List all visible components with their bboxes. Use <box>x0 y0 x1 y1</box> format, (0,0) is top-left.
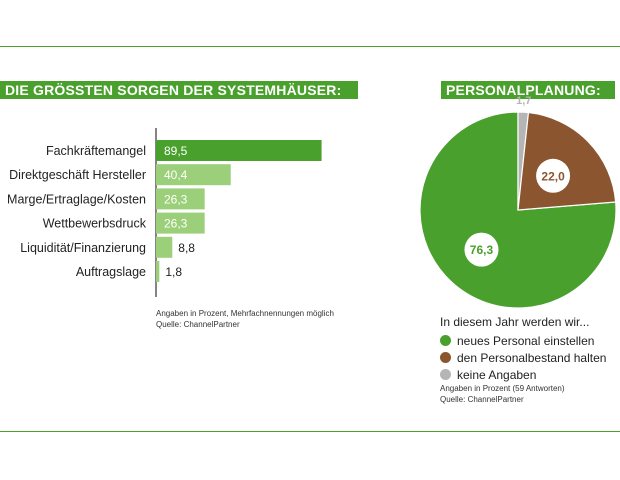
pie-value-label: 76,3 <box>470 243 494 257</box>
category-label: Wettbewerbsdruck <box>43 217 147 231</box>
bottom-divider <box>0 431 620 432</box>
pie-value-label: 22,0 <box>541 169 565 183</box>
bar-chart-title: DIE GRÖSSTEN SORGEN DER SYSTEMHÄUSER: <box>0 81 358 99</box>
bar-value-label: 1,8 <box>165 265 182 279</box>
pie-chart-title: PERSONALPLANUNG: <box>441 81 615 99</box>
top-divider <box>0 46 620 47</box>
bar-0 <box>156 140 322 161</box>
legend-label: neues Personal einstellen <box>457 334 595 348</box>
category-label: Direktgeschäft Hersteller <box>9 168 146 182</box>
pie-slice-2 <box>517 111 617 211</box>
legend-label: den Personalbestand halten <box>457 351 607 365</box>
bar-value-label: 8,8 <box>178 241 195 255</box>
legend-title: In diesem Jahr werden wir... <box>440 315 590 329</box>
legend-label: keine Angaben <box>457 368 537 382</box>
legend-swatch <box>440 369 451 380</box>
category-label: Auftragslage <box>76 265 146 279</box>
bar-1 <box>156 164 231 186</box>
bar-2 <box>156 188 205 210</box>
legend-swatch <box>440 352 451 363</box>
bar-value-label: 26,3 <box>164 217 188 231</box>
bar-value-label: 89,5 <box>164 144 188 158</box>
bar-chart-note: Angaben in Prozent, Mehrfachnennungen mö… <box>156 309 334 318</box>
category-label: Marge/Ertraglage/Kosten <box>7 192 146 206</box>
pie-label-badge <box>464 232 499 267</box>
pie-value-label: 1,7 <box>516 95 531 107</box>
category-label: Fachkräftemangel <box>46 144 146 158</box>
bar-value-label: 26,3 <box>164 192 188 206</box>
pie-label-badge <box>536 158 571 193</box>
bar-4 <box>156 236 173 258</box>
bar-5 <box>156 261 160 282</box>
bar-chart-source: Quelle: ChannelPartner <box>156 320 240 329</box>
bar-3 <box>156 212 205 234</box>
legend-swatch <box>440 335 451 346</box>
category-label: Liquidität/Finanzierung <box>20 241 146 255</box>
pie-chart-note: Angaben in Prozent (59 Antworten) <box>440 384 565 393</box>
bar-value-label: 40,4 <box>164 168 188 182</box>
pie-chart-source: Quelle: ChannelPartner <box>440 395 524 404</box>
